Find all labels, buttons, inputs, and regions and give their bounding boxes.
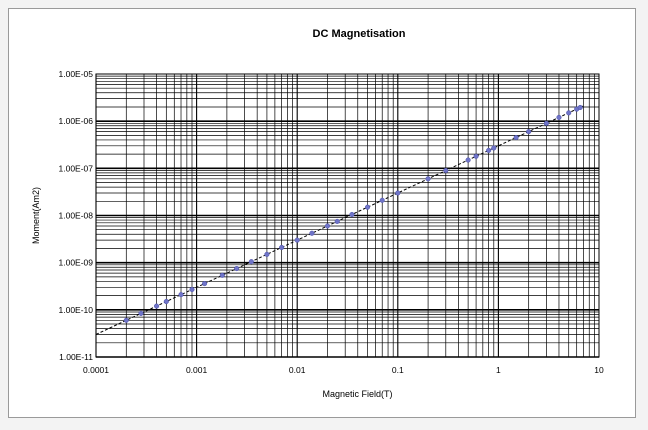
y-tick-label: 1.00E-08 xyxy=(59,211,94,221)
data-point xyxy=(163,298,169,305)
data-point xyxy=(491,145,497,151)
data-point xyxy=(513,134,519,141)
data-point xyxy=(154,303,160,309)
data-point xyxy=(248,259,254,265)
data-point xyxy=(189,286,195,293)
grid-layer xyxy=(95,74,599,358)
x-tick-label: 0.1 xyxy=(392,365,404,375)
y-tick-label: 1.00E-07 xyxy=(59,163,94,173)
data-point xyxy=(395,190,401,196)
data-point xyxy=(577,104,583,111)
data-point xyxy=(465,157,471,163)
y-tick-label: 1.00E-11 xyxy=(59,352,93,362)
data-point xyxy=(324,223,331,229)
chart-title: DC Magnetisation xyxy=(313,28,406,40)
data-point xyxy=(219,272,225,278)
plot-area xyxy=(95,73,600,358)
data-point xyxy=(202,281,208,287)
x-tick-labels: 0.0001 0.001 0.01 0.1 1 10 xyxy=(83,365,604,375)
chart-frame: 0.0001 0.001 0.01 0.1 1 10 1.00E-11 1.00E-10 1.… xyxy=(8,8,636,418)
data-point xyxy=(526,129,532,135)
data-point xyxy=(138,310,144,316)
y-tick-labels: 1.00E-11 1.00E-10 1.00E-09 1.00E-08 1.00E-07… xyxy=(59,69,94,362)
y-axis-label: Moment(Am2) xyxy=(31,187,41,244)
data-point xyxy=(556,114,562,120)
data-point xyxy=(178,292,184,298)
data-point xyxy=(443,167,449,174)
data-point xyxy=(264,251,270,257)
data-point xyxy=(349,211,355,218)
data-point xyxy=(543,120,549,126)
data-point xyxy=(234,266,240,272)
data-point xyxy=(123,317,129,323)
y-tick-label: 1.00E-10 xyxy=(59,305,94,315)
chart-canvas: 0.0001 0.001 0.01 0.1 1 10 1.00E-111.00E-101.… xyxy=(31,28,604,399)
data-point xyxy=(566,110,572,116)
data-point xyxy=(486,147,492,153)
data-points-layer xyxy=(123,104,583,323)
x-tick-label: 0.01 xyxy=(289,365,306,375)
x-tick-label: 1 xyxy=(496,365,501,375)
data-point xyxy=(425,176,431,182)
data-point xyxy=(379,197,385,203)
data-point xyxy=(309,230,315,236)
data-point xyxy=(364,204,371,210)
data-point xyxy=(334,218,340,224)
x-tick-label: 0.0001 xyxy=(83,365,109,375)
y-tick-label: 1.00E-06 xyxy=(59,116,94,126)
x-axis-label: Magnetic Field(T) xyxy=(322,389,392,399)
x-tick-label: 10 xyxy=(594,365,604,375)
x-tick-label: 0.001 xyxy=(186,365,208,375)
data-point xyxy=(279,244,285,251)
data-point xyxy=(473,153,479,159)
y-tick-label: 1.00E-09 xyxy=(59,258,94,268)
y-tick-label: 1.00E-05 xyxy=(59,69,94,79)
data-point xyxy=(294,237,300,243)
